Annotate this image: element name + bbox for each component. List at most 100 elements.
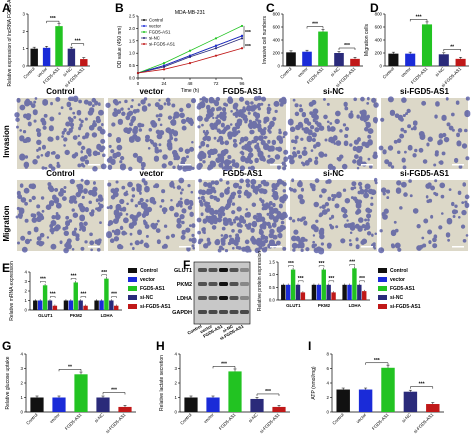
chart-d-ytick-label: 800 bbox=[375, 12, 383, 17]
chart-f-bar-ldha-control bbox=[342, 284, 347, 300]
chart-b-point-si-fgd5-as1 bbox=[240, 47, 244, 50]
chart-e-sig-bracket bbox=[111, 296, 117, 298]
chart-f-bar-ldha-si-nc bbox=[357, 284, 362, 300]
chart-g-bar-vector bbox=[52, 397, 66, 412]
legend-e-label-vector: vector bbox=[140, 277, 155, 283]
chart-f-sig-bracket bbox=[359, 280, 365, 283]
chart-e-bar-glut1-si-nc bbox=[47, 300, 53, 310]
chart-d-sig-bracket bbox=[443, 49, 461, 52]
legend-f-swatch-si-fgd5-as1 bbox=[378, 304, 387, 309]
chart-f-bar-pkm2-control bbox=[311, 284, 317, 300]
scale-bar bbox=[452, 246, 464, 248]
chart-i-atp: 0 2 4 6 8 ATP (nmol/mg) Control vector FGD5-AS1 s… bbox=[311, 352, 444, 434]
chart-b-xtick-label: 96 bbox=[240, 81, 245, 86]
panel-letter-a: A bbox=[2, 1, 11, 15]
blot-band-pkm2 bbox=[198, 282, 207, 286]
chart-i-sig-stars: *** bbox=[374, 358, 380, 364]
chart-f-sig-stars: *** bbox=[349, 260, 355, 266]
chart-c-sig-stars: *** bbox=[344, 43, 350, 49]
blot-lane-label-vector: vector bbox=[199, 323, 213, 334]
chart-b-xtick-label: 24 bbox=[162, 81, 167, 86]
micrograph-row-label-invasion: Invasion bbox=[2, 125, 11, 158]
blot-lane-label-si-nc: si-NC bbox=[222, 323, 235, 333]
chart-f-sig-bracket bbox=[318, 265, 325, 268]
chart-i-bar-fgd5-as1 bbox=[381, 367, 395, 412]
micrograph-column-label-vector: vector bbox=[139, 169, 163, 178]
micrograph-column-label-fgd5-as1: FGD5-AS1 bbox=[223, 169, 263, 178]
chart-e-sig-stars: *** bbox=[101, 270, 107, 276]
chart-f-sig-bracket bbox=[288, 265, 294, 268]
chart-f-bar-pkm2-vector bbox=[316, 284, 322, 300]
chart-b-ytick-label: 0.5 bbox=[129, 63, 136, 68]
chart-f-xtick-label: GLUT1 bbox=[286, 303, 301, 308]
blot-label-glut1: GLUT1 bbox=[174, 268, 192, 274]
chart-b-point-si-fgd5-as1 bbox=[162, 68, 166, 71]
chart-b-point-vector bbox=[240, 34, 244, 37]
blot-band-glut1 bbox=[208, 268, 218, 272]
chart-g-ytick-label: 0 bbox=[21, 410, 24, 415]
micrograph-cells bbox=[105, 97, 197, 172]
panel-letter-h: H bbox=[156, 339, 165, 353]
chart-c-bar-si-nc bbox=[334, 53, 344, 66]
chart-e-bar-ldha-control bbox=[94, 300, 99, 310]
micrograph-column-label-control: Control bbox=[46, 169, 74, 178]
micrograph-cells bbox=[15, 178, 104, 254]
blot-band-ldha bbox=[198, 296, 207, 300]
chart-i-ytick-label: 8 bbox=[327, 352, 330, 357]
chart-h-xtick-label: FGD5-AS1 bbox=[218, 412, 237, 431]
micrograph-cells bbox=[287, 96, 379, 171]
blot-band-ldha bbox=[219, 296, 228, 300]
chart-b-ytick-label: 1.5 bbox=[129, 38, 136, 43]
blot-band-gapdh bbox=[219, 310, 228, 314]
chart-e-bar-glut1-fgd5-as1 bbox=[42, 285, 48, 310]
blot-band-glut1 bbox=[219, 268, 228, 272]
chart-b-legend-label: si-NC bbox=[149, 36, 160, 41]
chart-c-ylabel: Invasive cell numbers bbox=[262, 15, 268, 64]
blot-label-pkm2: PKM2 bbox=[177, 282, 192, 288]
chart-i-xtick-label: vector bbox=[355, 412, 367, 424]
chart-g-bar-control bbox=[30, 397, 44, 412]
chart-i-ylabel: ATP (nmol/mg) bbox=[311, 366, 317, 399]
blot-band-pkm2 bbox=[219, 282, 228, 286]
chart-a-bar-si-nc bbox=[67, 48, 76, 66]
chart-h-sig-bracket bbox=[256, 393, 280, 396]
chart-b-xtick-label: 0 bbox=[137, 81, 140, 86]
chart-g-bar-si-nc bbox=[96, 397, 110, 412]
chart-d-bar-vector bbox=[405, 53, 416, 66]
chart-g-sig-stars: ** bbox=[68, 364, 72, 370]
chart-g-ytick-label: 1 bbox=[21, 395, 24, 400]
legend-f: Control vector FGD5-AS1 si-NC si-FGD5-AS1 bbox=[378, 268, 421, 310]
blot-band-pkm2 bbox=[229, 282, 239, 286]
chart-a-sig-bracket bbox=[71, 43, 85, 46]
scale-bar bbox=[179, 164, 191, 166]
chart-e-bar-pkm2-si-fgd5-as1 bbox=[83, 305, 88, 310]
chart-g-bar-si-fgd5-as1 bbox=[118, 406, 132, 412]
chart-a-relative-expression: 0 1 2 3 Relative expression of lncRNA FGD5-A… bbox=[7, 0, 90, 88]
chart-h-bar-si-nc bbox=[250, 398, 264, 412]
scale-bar bbox=[361, 246, 373, 248]
chart-d-bar-si-fgd5-as1 bbox=[455, 58, 466, 66]
chart-a-bar-vector bbox=[42, 47, 51, 66]
blot-band-gapdh bbox=[198, 310, 207, 314]
chart-h-bar-vector bbox=[206, 397, 220, 412]
chart-d-sig-stars: *** bbox=[416, 14, 422, 20]
chart-e-sig-stars: *** bbox=[80, 292, 86, 298]
chart-e-sig-bracket bbox=[80, 296, 87, 298]
panel-letter-i: I bbox=[308, 339, 311, 353]
chart-f-sig-bracket bbox=[328, 280, 335, 283]
chart-b-point-fgd5-as1 bbox=[214, 37, 218, 40]
chart-d-xtick-label: si-NC bbox=[434, 66, 445, 77]
chart-c-xtick-label: si-NC bbox=[329, 66, 340, 77]
chart-g-ytick-label: 4 bbox=[21, 352, 24, 357]
chart-c-sig-bracket bbox=[306, 26, 324, 29]
chart-h-sig-bracket bbox=[212, 366, 236, 369]
chart-a-sig-stars: *** bbox=[50, 16, 56, 22]
chart-b-legend-marker bbox=[143, 19, 145, 21]
micrograph-background bbox=[290, 98, 377, 169]
blot-band-glut1 bbox=[229, 268, 239, 272]
western-blot-f: GLUT1PKM2LDHAGAPDHControlvectorFGD5-AS1s… bbox=[172, 261, 251, 341]
chart-e-bar-ldha-si-fgd5-as1 bbox=[114, 305, 119, 310]
scale-bar bbox=[270, 246, 282, 248]
chart-d-bar-si-nc bbox=[438, 54, 449, 66]
chart-b-cck8-growth: 0.0 0.5 1.0 1.5 2.0 2.5 OD value (450 nm) 0 24 48… bbox=[117, 10, 251, 94]
